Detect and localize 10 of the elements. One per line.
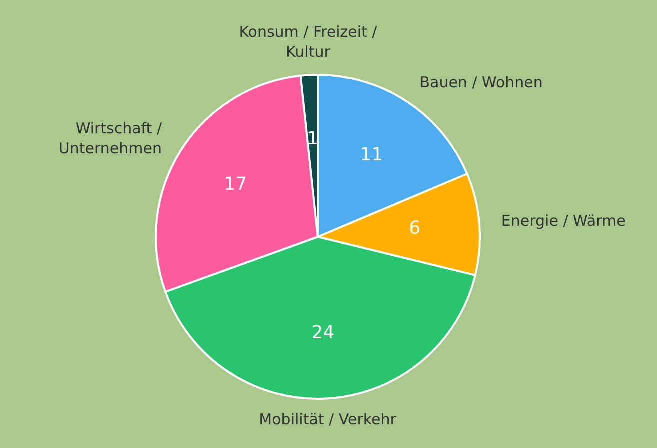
slice-label: Bauen / Wohnen	[420, 74, 543, 92]
slice-label: Wirtschaft / Unternehmen	[58, 119, 163, 158]
slice-label: Konsum / Freizeit / Kultur	[239, 23, 378, 62]
data-label: 17	[224, 174, 248, 196]
data-label: 6	[409, 218, 421, 239]
slice-label: Energie / Wärme	[501, 212, 626, 230]
data-label: 24	[312, 322, 335, 344]
data-label: 1	[307, 128, 319, 150]
data-label: 11	[360, 144, 384, 166]
slice-label: Mobilität / Verkehr	[259, 410, 398, 429]
